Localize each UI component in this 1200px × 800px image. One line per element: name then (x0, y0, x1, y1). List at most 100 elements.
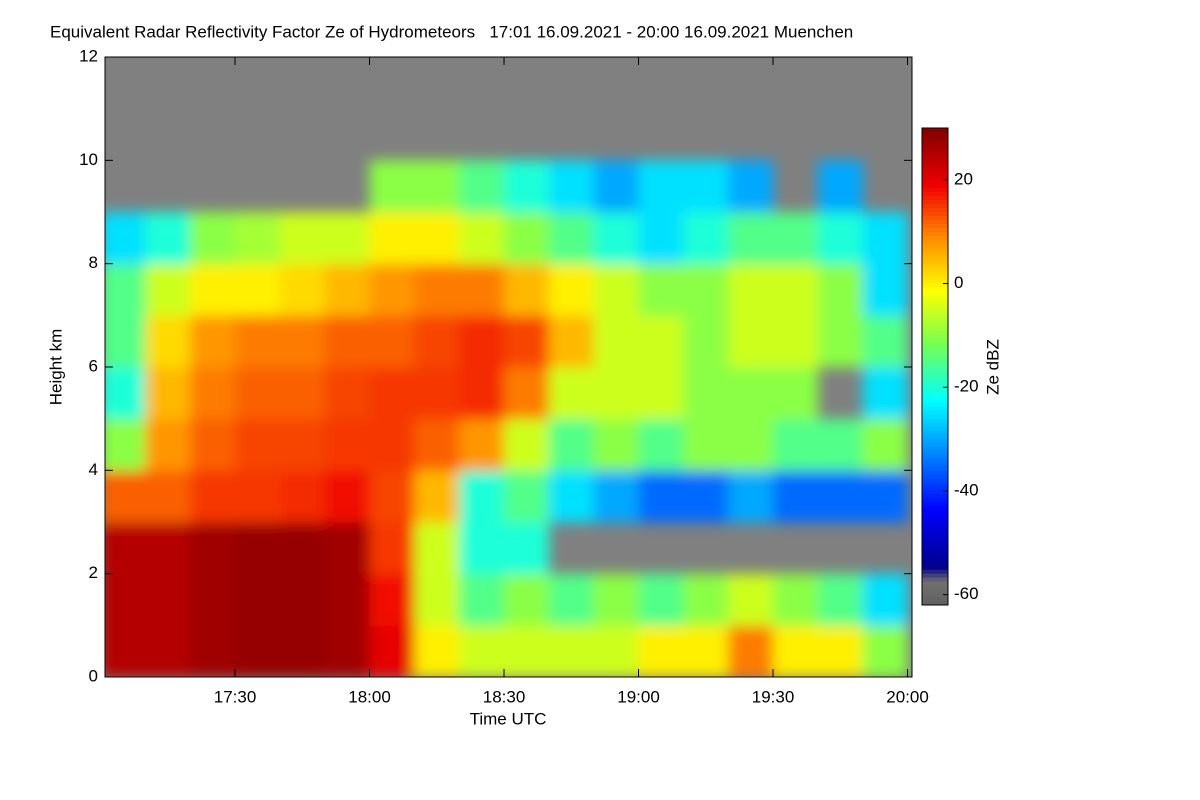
heatmap-cell (459, 418, 505, 471)
colorbar-swatch (922, 529, 948, 534)
heatmap-cell (683, 625, 729, 677)
heatmap-cell (728, 367, 774, 420)
heatmap-cell (279, 625, 326, 677)
heatmap-cell (190, 573, 236, 626)
heatmap-cell (190, 212, 236, 265)
heatmap-cell (728, 470, 774, 523)
heatmap-cell (638, 418, 684, 471)
y-tick-label: 12 (79, 46, 98, 65)
heatmap-cell (414, 470, 460, 523)
heatmap-cell (638, 160, 684, 213)
heatmap-cell (773, 367, 819, 420)
colorbar-swatch (922, 589, 948, 594)
heatmap-cell (504, 625, 550, 677)
colorbar-swatch (922, 287, 948, 292)
heatmap-cell (235, 470, 281, 523)
heatmap-cell (817, 418, 864, 471)
colorbar-swatch (922, 179, 948, 185)
colorbar-swatch (922, 402, 948, 407)
colorbar-swatch (922, 128, 948, 133)
heatmap-cell (145, 470, 191, 523)
heatmap-cell (459, 367, 505, 420)
heatmap-cell (593, 367, 640, 420)
colorbar-swatch (922, 279, 948, 284)
heatmap-cell (190, 625, 236, 677)
colorbar-swatch (922, 394, 948, 399)
heatmap-cell (459, 315, 505, 368)
heatmap-cell (728, 625, 774, 677)
colorbar-swatch (922, 449, 948, 455)
colorbar-tick-label: 20 (954, 169, 973, 188)
colorbar-swatch (922, 557, 948, 562)
x-tick-label: 17:30 (214, 687, 257, 706)
colorbar-swatch (922, 453, 948, 459)
colorbar-swatch (922, 215, 948, 220)
heatmap-cell (105, 263, 146, 316)
colorbar-tick-label: 0 (954, 273, 963, 292)
heatmap-cell (279, 263, 326, 316)
heatmap-cell (190, 522, 236, 575)
colorbar-swatch (922, 390, 948, 395)
heatmap-cell (190, 367, 236, 420)
heatmap-cell (105, 625, 146, 677)
heatmap-cell (817, 470, 864, 523)
heatmap-cell (773, 263, 819, 316)
colorbar-swatch (922, 187, 948, 193)
colorbar-swatch (922, 330, 948, 336)
heatmap-cell (683, 573, 729, 626)
heatmap-cell (459, 573, 505, 626)
colorbar-swatch (922, 191, 948, 197)
colorbar-swatch (922, 263, 948, 268)
colorbar-swatch (922, 231, 948, 236)
heatmap-cell (728, 573, 774, 626)
heatmap-cell (459, 522, 505, 575)
colorbar-swatch (922, 446, 948, 451)
colorbar-swatch (922, 290, 948, 296)
heatmap-cell (862, 367, 909, 420)
heatmap-cell (773, 315, 819, 368)
heatmap-cell (548, 573, 595, 626)
colorbar-swatch (922, 469, 948, 475)
colorbar-swatch (922, 505, 948, 511)
colorbar-swatch (922, 318, 948, 324)
colorbar-swatch (922, 561, 948, 566)
chart-title: Equivalent Radar Reflectivity Factor Ze … (50, 22, 853, 41)
colorbar-swatch (922, 509, 948, 515)
colorbar-swatch (922, 545, 948, 550)
y-tick-label: 8 (89, 253, 98, 272)
axes: 0 2 4 6 8 10 12 17:30 18:00 18:30 19:00 19:30 20:00 -… (79, 46, 979, 706)
colorbar-swatch (922, 597, 948, 602)
heatmap-cell (459, 470, 505, 523)
colorbar-swatch (922, 581, 948, 586)
x-tick-label: 18:30 (483, 687, 526, 706)
colorbar-swatch (922, 517, 948, 523)
heatmap-cell (728, 212, 774, 265)
colorbar-swatch (922, 461, 948, 467)
colorbar-swatch (922, 358, 948, 364)
x-tick-label: 19:00 (617, 687, 660, 706)
heatmap-cell (638, 470, 684, 523)
heatmap-cell (414, 418, 460, 471)
colorbar-swatch (922, 207, 948, 212)
colorbar-swatch (922, 275, 948, 280)
heatmap-cell (105, 418, 146, 471)
heatmap-cell (773, 573, 819, 626)
heatmap-cell (414, 263, 460, 316)
heatmap-cell (369, 367, 415, 420)
heatmap-cell (593, 625, 640, 677)
colorbar-swatch (922, 569, 948, 574)
heatmap-cell (235, 263, 281, 316)
heatmap-cell (548, 418, 595, 471)
heatmap-cell (548, 470, 595, 523)
colorbar-swatch (922, 159, 948, 165)
heatmap-cell (548, 263, 595, 316)
heatmap-cell (105, 212, 146, 265)
colorbar-swatch (922, 362, 948, 367)
heatmap-cell (504, 263, 550, 316)
colorbar-swatch (922, 183, 948, 189)
colorbar-swatch (922, 541, 948, 546)
heatmap-cell (683, 263, 729, 316)
heatmap-cell (324, 573, 371, 626)
heatmap-cell (145, 625, 191, 677)
heatmap-cell (817, 160, 864, 213)
